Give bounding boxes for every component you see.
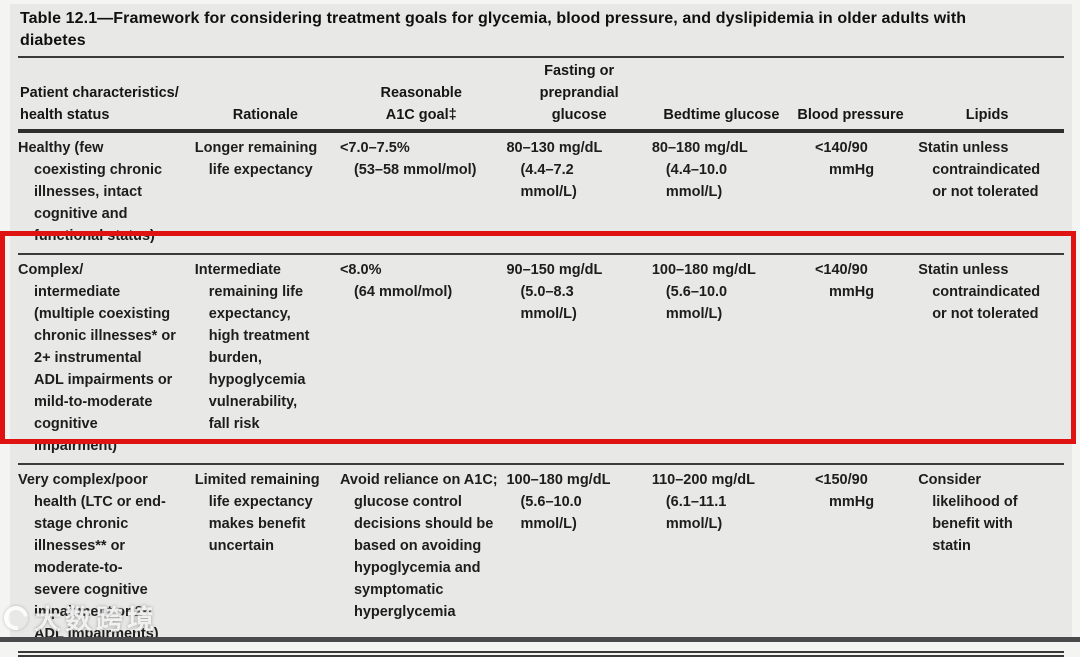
cell-a1c-goal: <7.0–7.5% (53–58 mmol/mol)	[339, 140, 477, 178]
col-header-fasting-glucose: Fasting or preprandial glucose	[539, 63, 619, 123]
col-header-bedtime-glucose: Bedtime glucose	[663, 107, 780, 123]
cell-rationale: Intermediate remaining life expectancy, …	[194, 262, 310, 432]
cell-patient-characteristics: Healthy (few coexisting chronic illnesse…	[18, 140, 163, 244]
cell-rationale: Limited remaining life expectancy makes …	[194, 472, 320, 554]
cell-lipids: Consider likelihood of benefit with stat…	[918, 472, 1018, 554]
treatment-goals-table: Patient characteristics/ health status R…	[18, 56, 1064, 657]
table-row-complex-intermediate: Complex/ intermediate (multiple coexisti…	[18, 254, 1064, 464]
cell-patient-characteristics: Complex/ intermediate (multiple coexisti…	[18, 262, 176, 454]
col-header-rationale: Rationale	[232, 107, 298, 123]
table-row-healthy: Healthy (few coexisting chronic illnesse…	[18, 131, 1064, 254]
cell-lipids: Statin unless contraindicated or not tol…	[918, 262, 1041, 322]
cell-rationale: Longer remaining life expectancy	[194, 140, 318, 178]
bottom-bar	[0, 637, 1080, 642]
watermark-text: 大数跨境	[34, 605, 158, 635]
cell-patient-characteristics: Very complex/poor health (LTC or end- st…	[18, 472, 166, 642]
header-row: Patient characteristics/ health status R…	[18, 57, 1064, 131]
cell-bedtime-glucose: 80–180 mg/dL (4.4–10.0 mmol/L)	[651, 140, 748, 200]
cell-fasting-glucose: 80–130 mg/dL (4.4–7.2 mmol/L)	[506, 140, 603, 200]
col-header-blood-pressure: Blood pressure	[797, 107, 904, 123]
document-sheet: Table 12.1—Framework for considering tre…	[10, 4, 1072, 654]
circular-arrow-icon	[0, 600, 33, 635]
table-row-very-complex: Very complex/poor health (LTC or end- st…	[18, 464, 1064, 654]
cell-lipids: Statin unless contraindicated or not tol…	[918, 140, 1041, 200]
cell-a1c-goal: <8.0% (64 mmol/mol)	[339, 262, 453, 300]
watermark: 大数跨境	[0, 598, 158, 637]
cell-bedtime-glucose: 110–200 mg/dL (6.1–11.1 mmol/L)	[651, 472, 756, 532]
cell-a1c-goal: Avoid reliance on A1C; glucose control d…	[339, 472, 498, 620]
cell-blood-pressure: <140/90 mmHg	[814, 262, 875, 300]
cell-fasting-glucose: 100–180 mg/dL (5.6–10.0 mmol/L)	[506, 472, 611, 532]
col-header-lipids: Lipids	[965, 107, 1009, 123]
cell-blood-pressure: <140/90 mmHg	[814, 140, 875, 178]
cell-blood-pressure: <150/90 mmHg	[814, 472, 875, 510]
table-title: Table 12.1—Framework for considering tre…	[20, 10, 967, 49]
col-header-patient-characteristics: Patient characteristics/ health status	[20, 85, 179, 123]
cell-bedtime-glucose: 100–180 mg/dL (5.6–10.0 mmol/L)	[651, 262, 756, 322]
cell-fasting-glucose: 90–150 mg/dL (5.0–8.3 mmol/L)	[506, 262, 603, 322]
col-header-a1c-goal: Reasonable A1C goal‡	[380, 85, 462, 123]
